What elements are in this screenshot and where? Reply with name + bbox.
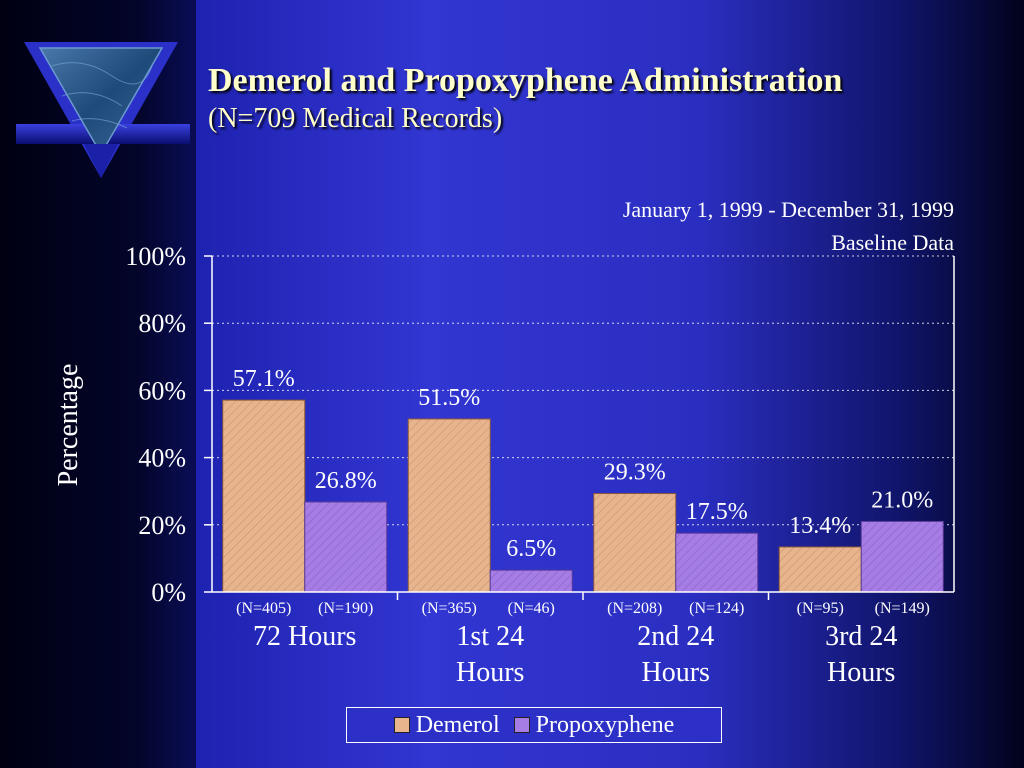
slide-title: Demerol and Propoxyphene Administration [208, 62, 843, 99]
legend-swatch-demerol [393, 717, 410, 733]
category-label: 72 Hours [253, 621, 356, 652]
axes [211, 256, 955, 600]
bar-value-label: 29.3% [604, 460, 666, 486]
category-label: 3rd 24 [825, 621, 897, 652]
n-count-label: (N=46) [508, 600, 555, 617]
category-label: 2nd 24 [637, 621, 714, 652]
bar-value-label: 21.0% [871, 487, 933, 513]
legend: Demerol Propoxyphene [346, 707, 722, 743]
n-count-label: (N=365) [422, 600, 477, 617]
category-label: Hours [642, 657, 710, 688]
category-label: Hours [456, 657, 524, 688]
bar-demerol [407, 418, 491, 593]
slide-subtitle: (N=709 Medical Records) [208, 103, 503, 134]
bar-value-label: 57.1% [233, 366, 295, 392]
bars [222, 399, 944, 593]
y-tick-label: 20% [138, 511, 186, 540]
bar-value-label: 51.5% [418, 385, 480, 411]
bar-value-label: 6.5% [506, 536, 556, 562]
n-count-label: (N=208) [607, 600, 662, 617]
bar-demerol [593, 493, 677, 593]
y-axis-ticks: 0% 20% 40% 60% 80% 100% [125, 242, 212, 607]
category-label: Hours [827, 657, 895, 688]
y-tick-label: 0% [151, 578, 186, 607]
y-tick-label: 60% [138, 376, 186, 405]
n-count-label: (N=190) [318, 600, 373, 617]
bar-propoxyphene [304, 501, 388, 593]
n-count-label: (N=149) [875, 600, 930, 617]
n-count-label: (N=405) [236, 600, 291, 617]
title-block: Demerol and Propoxyphene Administration … [208, 60, 842, 136]
n-count-label: (N=124) [689, 600, 744, 617]
gridlines [212, 255, 954, 526]
bar-propoxyphene [675, 532, 759, 593]
legend-item-propoxyphene: Propoxyphene [513, 711, 675, 739]
bar-value-label: 13.4% [789, 513, 851, 539]
bar-demerol [222, 399, 306, 593]
bar-labels: 57.1% (N=405) 26.8% (N=190) 72 Hours 51.5% (N=… [233, 366, 934, 688]
bar-propoxyphene [489, 569, 573, 593]
triangle-logo-icon [16, 42, 190, 178]
legend-swatch-propoxyphene [513, 717, 530, 733]
bar-value-label: 26.8% [315, 468, 377, 494]
y-tick-label: 40% [138, 444, 186, 473]
y-axis-title: Percentage [53, 364, 84, 487]
bar-value-label: 17.5% [686, 499, 748, 525]
baseline-label: Baseline Data [831, 230, 954, 255]
bar-demerol [778, 546, 862, 593]
date-range-label: January 1, 1999 - December 31, 1999 [623, 197, 954, 222]
y-tick-label: 80% [138, 309, 186, 338]
bar-propoxyphene [860, 520, 944, 593]
y-tick-label: 100% [125, 242, 186, 271]
legend-label-demerol: Demerol [415, 711, 500, 738]
category-label: 1st 24 [456, 621, 524, 652]
legend-label-propoxyphene: Propoxyphene [535, 711, 675, 738]
n-count-label: (N=95) [797, 600, 844, 617]
legend-item-demerol: Demerol [393, 711, 500, 739]
